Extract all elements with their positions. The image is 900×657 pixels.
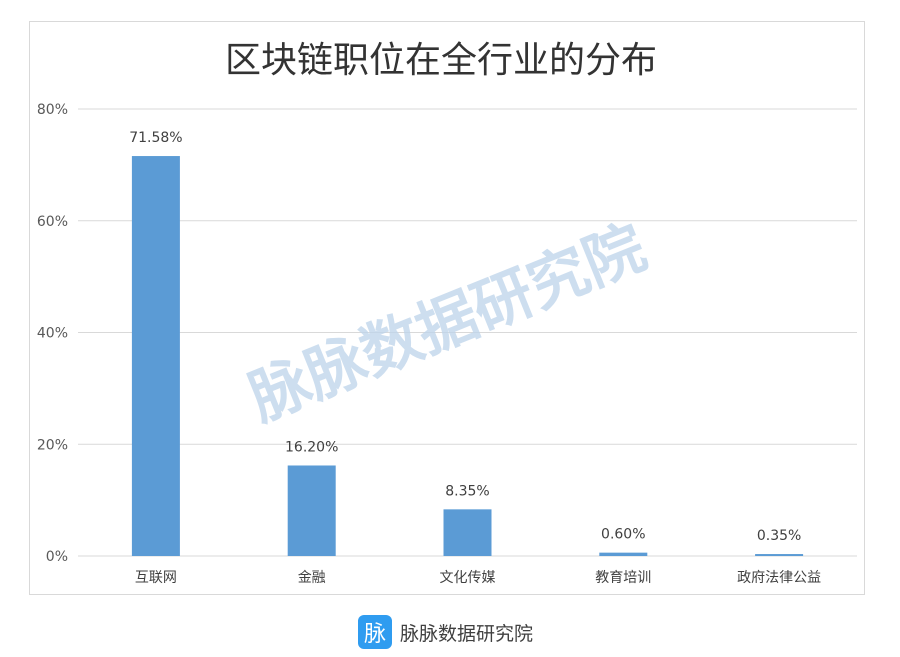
bars bbox=[131, 156, 804, 556]
bar bbox=[599, 552, 648, 556]
data-label: 8.35% bbox=[445, 483, 489, 499]
data-label: 71.58% bbox=[129, 130, 182, 146]
data-label: 0.60% bbox=[601, 527, 645, 543]
x-category-label: 教育培训 bbox=[595, 570, 651, 586]
data-labels: 71.58% 16.20% 8.35% 0.60% 0.35% bbox=[129, 130, 801, 544]
data-label: 16.20% bbox=[285, 439, 338, 455]
brand-name: 脉脉数据研究院 bbox=[400, 622, 534, 645]
chart-title: 区块链职位在全行业的分布 bbox=[225, 40, 657, 81]
bar bbox=[131, 156, 180, 556]
x-category-label: 金融 bbox=[298, 570, 326, 586]
y-axis-ticks: 0% 20% 40% 60% 80% bbox=[37, 102, 68, 565]
bar bbox=[755, 554, 804, 556]
data-label: 0.35% bbox=[757, 528, 801, 544]
y-tick-label: 0% bbox=[46, 549, 68, 565]
bar-chart: 区块链职位在全行业的分布 0% 20% 40% 60% 80% 脉脉数据研究院 71.5… bbox=[37, 40, 857, 586]
y-tick-label: 20% bbox=[37, 437, 68, 453]
bar bbox=[443, 509, 492, 556]
y-tick-label: 40% bbox=[37, 326, 68, 342]
x-axis-labels: 互联网 金融 文化传媒 教育培训 政府法律公益 bbox=[135, 570, 821, 586]
watermark: 脉脉数据研究院 bbox=[240, 212, 656, 434]
y-tick-label: 80% bbox=[37, 102, 68, 118]
x-category-label: 政府法律公益 bbox=[737, 570, 821, 586]
y-tick-label: 60% bbox=[37, 214, 68, 230]
chart-frame: 区块链职位在全行业的分布 0% 20% 40% 60% 80% 脉脉数据研究院 71.5… bbox=[29, 21, 865, 595]
grid-lines bbox=[78, 108, 857, 557]
footer-brand: 脉 脉脉数据研究院 bbox=[358, 614, 533, 650]
x-category-label: 文化传媒 bbox=[440, 570, 496, 586]
x-category-label: 互联网 bbox=[135, 570, 177, 586]
bar bbox=[287, 465, 336, 556]
brand-logo-icon: 脉 bbox=[358, 615, 392, 649]
